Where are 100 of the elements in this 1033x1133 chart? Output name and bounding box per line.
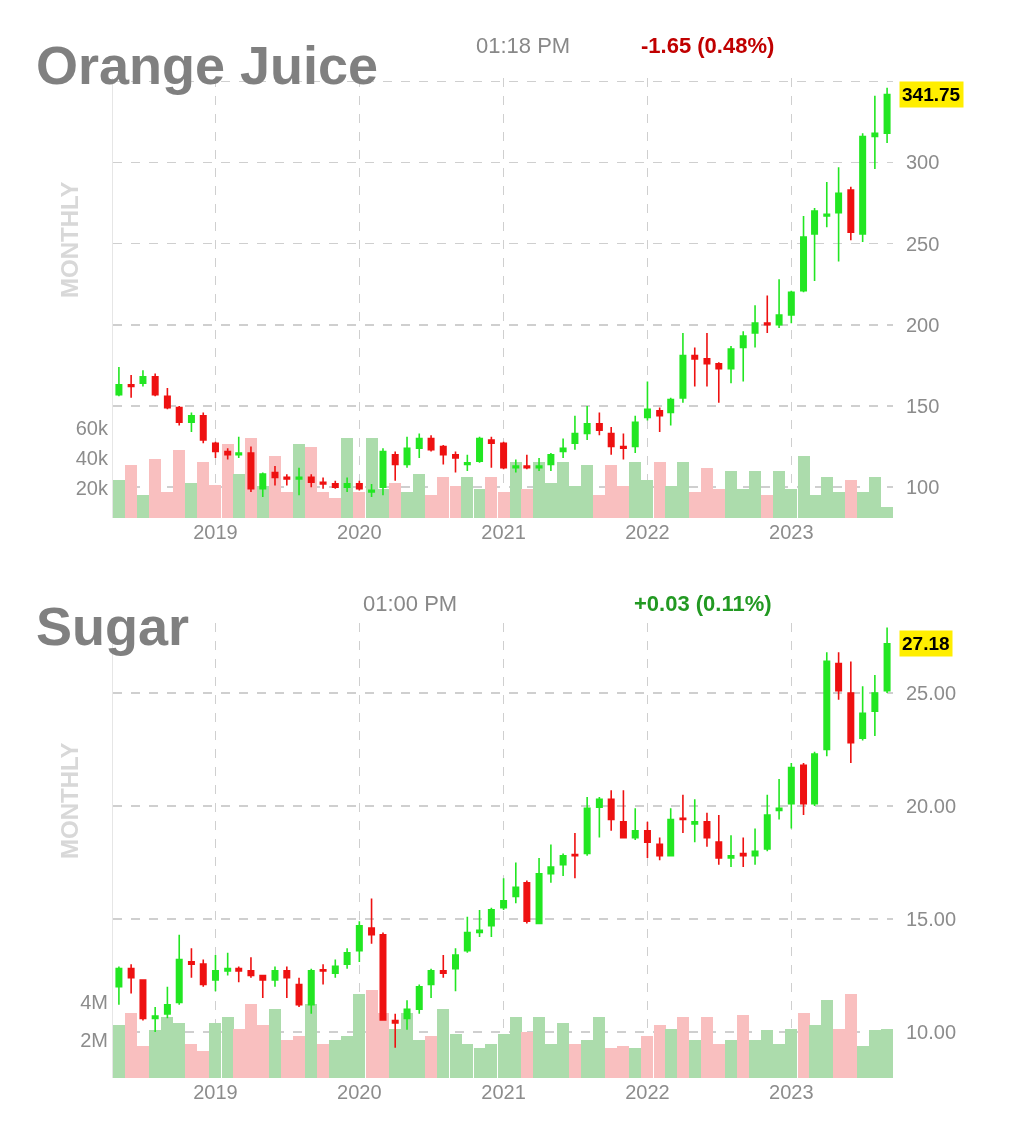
candlestick <box>283 965 291 999</box>
y-tick-label: 15.00 <box>906 907 957 930</box>
candlestick <box>127 963 135 995</box>
candlestick <box>847 185 855 242</box>
bar <box>125 465 138 518</box>
candlestick <box>751 304 759 349</box>
candlestick <box>787 289 795 324</box>
candlestick <box>307 473 315 488</box>
x-tick-label: 2022 <box>625 1081 670 1103</box>
candlestick <box>175 933 183 1006</box>
bar <box>797 1013 810 1078</box>
candlestick <box>523 453 531 471</box>
bar <box>425 1036 438 1078</box>
x-tick-label: 2023 <box>769 521 814 543</box>
candlestick <box>667 397 675 427</box>
candlestick <box>187 947 195 979</box>
y2-tick-label: 2M <box>80 1028 108 1051</box>
candlestick <box>691 346 699 388</box>
candlestick <box>847 660 855 764</box>
candlestick <box>559 852 567 877</box>
bar <box>136 495 149 518</box>
text: 01:00 PM <box>363 591 458 616</box>
bar <box>185 483 198 518</box>
candlestick <box>703 811 711 848</box>
candlestick <box>631 414 639 454</box>
candlestick <box>703 332 711 388</box>
x-tick-label: 2023 <box>769 1081 814 1103</box>
y-tick-label: 200 <box>906 313 940 336</box>
candlestick <box>343 476 351 493</box>
candlestick <box>800 215 808 294</box>
bar <box>568 1043 581 1078</box>
bar <box>844 480 857 518</box>
candlestick <box>452 947 460 993</box>
candlestick <box>235 436 243 459</box>
candlestick <box>199 411 207 445</box>
candlestick <box>859 132 867 243</box>
candlestick <box>427 434 435 453</box>
bar <box>664 1028 677 1078</box>
candlestick <box>463 453 471 472</box>
candlestick <box>439 954 447 979</box>
candlestick <box>679 332 687 404</box>
candlestick <box>512 458 520 474</box>
candlestick <box>547 452 555 472</box>
candlestick <box>523 879 531 925</box>
bar <box>509 462 522 518</box>
candlestick <box>739 330 747 383</box>
bar <box>305 1003 318 1078</box>
candlestick <box>835 651 843 701</box>
text: +0.03 (0.11%) <box>634 591 772 616</box>
y-tick-label: 20.00 <box>906 794 957 817</box>
y-tick-label: 10.00 <box>906 1020 957 1043</box>
candlestick <box>199 958 207 988</box>
candlestick <box>415 432 423 459</box>
candlestick <box>295 976 303 1008</box>
chart-title: Orange Juice <box>36 34 379 95</box>
candlestick <box>656 406 664 433</box>
candlestick <box>595 411 603 436</box>
candlestick <box>463 915 471 954</box>
candlestick <box>403 436 411 469</box>
candlestick <box>151 372 159 398</box>
bar <box>725 1039 737 1078</box>
text: -1.65 (0.48%) <box>641 33 775 58</box>
bar <box>353 492 366 518</box>
candlestick <box>115 965 123 1006</box>
candlestick <box>727 834 735 868</box>
candlestick <box>871 95 879 170</box>
candlestick <box>559 437 567 459</box>
candlestick <box>476 436 484 464</box>
bar <box>232 474 245 518</box>
bar <box>520 1032 533 1078</box>
candlestick <box>187 411 195 433</box>
text: 341.75 <box>902 84 961 105</box>
candlestick <box>715 361 723 404</box>
candlestick <box>115 366 123 398</box>
candlestick <box>211 954 219 993</box>
candlestick <box>883 86 891 144</box>
y2-tick-label: 4M <box>80 990 108 1013</box>
text: 27.18 <box>902 633 950 654</box>
bar <box>389 483 402 518</box>
bar <box>293 444 306 518</box>
candlestick <box>487 906 495 938</box>
candlestick <box>583 796 591 857</box>
candlestick <box>656 836 664 862</box>
bar <box>113 480 125 518</box>
candlestick <box>691 798 699 843</box>
candlestick <box>439 444 447 466</box>
candlestick <box>643 380 651 422</box>
candlestick <box>571 832 579 880</box>
candlestick <box>139 369 147 388</box>
candlestick <box>319 963 327 986</box>
x-tick-label: 2021 <box>481 1081 526 1103</box>
candlestick <box>487 436 495 469</box>
candlestick <box>811 750 819 807</box>
y2-tick-label: 40k <box>75 446 109 469</box>
candlestick <box>224 952 232 977</box>
candlestick <box>583 405 591 441</box>
bar <box>629 1047 642 1078</box>
bar <box>653 462 666 518</box>
candlestick <box>500 877 508 911</box>
candlestick <box>331 479 339 490</box>
